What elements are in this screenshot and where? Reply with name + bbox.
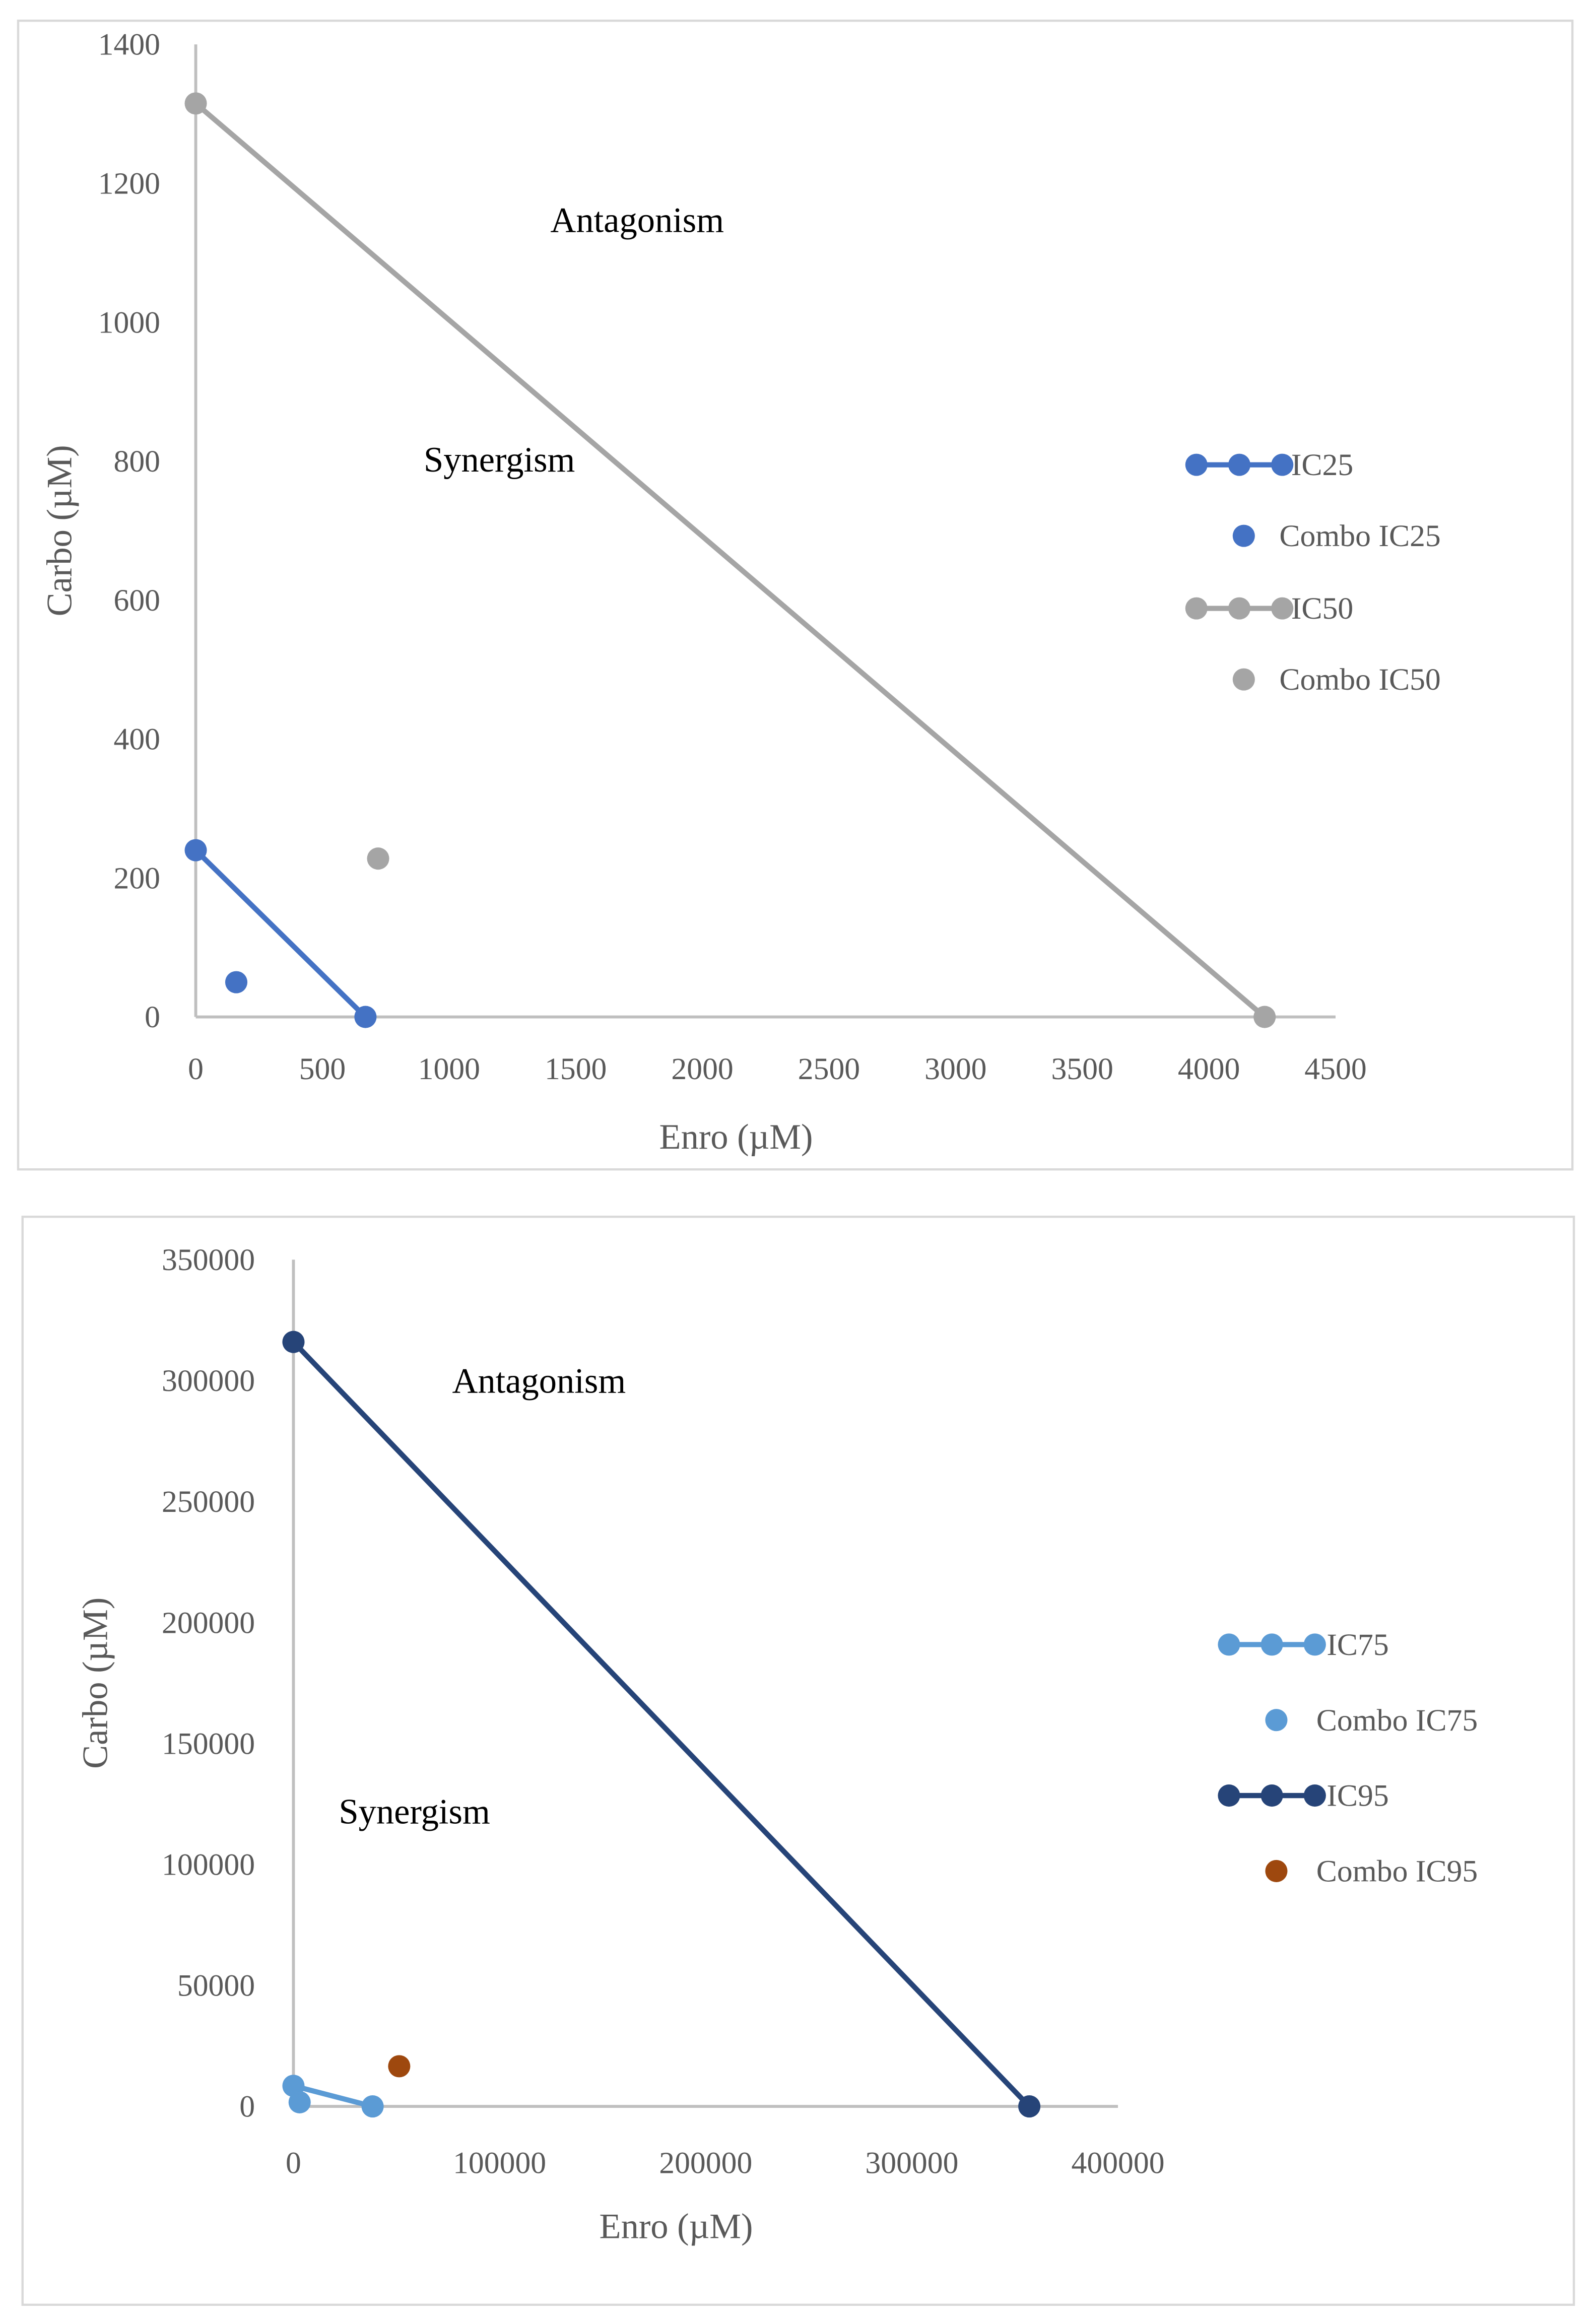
y-tick-label: 350000 [162,1243,255,1277]
legend-marker [1261,1633,1283,1656]
legend-entry: Combo IC50 [1232,662,1441,697]
legend-marker [1303,1784,1326,1807]
legend-label: Combo IC25 [1279,519,1440,553]
legend-marker [1261,1784,1283,1807]
y-tick-label: 250000 [162,1485,255,1519]
legend-marker [1228,453,1251,476]
legend-entry: Combo IC95 [1265,1854,1478,1888]
x-axis-title: Enro (µM) [659,1117,813,1157]
legend-marker [1271,597,1294,620]
data-point [288,2091,311,2113]
x-tick-label: 1500 [545,1052,607,1086]
y-tick-label: 0 [145,1000,160,1034]
x-tick-label: 3000 [924,1052,986,1086]
data-point [184,839,207,861]
chart-1: 0 500 1000 1500 2000 2500 3000 3500 4000 4500 0 200… [17,19,1574,1171]
data-point [388,2055,411,2078]
legend-marker [1218,1633,1240,1656]
legend-marker [1228,597,1251,620]
data-point [354,1006,377,1028]
x-tick-label: 3500 [1051,1052,1113,1086]
data-point [184,92,207,115]
legend-label: IC25 [1291,448,1353,482]
y-tick-label: 200 [114,861,161,895]
y-tick-label: 300000 [162,1364,255,1398]
y-tick-label: 50000 [177,1969,255,2003]
y-tick-label: 1400 [98,28,160,62]
data-point [282,1331,305,1353]
x-tick-label: 300000 [865,2146,958,2180]
series-combo-ic75 [288,2091,311,2113]
x-tick-label: 200000 [659,2146,752,2180]
data-point [225,971,248,993]
series-ic50 [184,92,1276,1028]
y-tick-label: 1000 [98,305,160,340]
x-tick-label: 400000 [1072,2146,1165,2180]
y-tick-label: 400 [114,722,161,757]
legend-marker [1185,597,1208,620]
data-point [367,847,389,870]
legend-marker [1265,1860,1288,1882]
legend-entry: Combo IC75 [1265,1703,1478,1738]
legend-marker [1271,453,1294,476]
x-axis-title: Enro (µM) [600,2207,753,2246]
x-tick-label: 100000 [453,2146,546,2180]
legend-label: IC50 [1291,591,1353,626]
legend-marker [1303,1633,1326,1656]
series-combo-ic25 [225,971,248,993]
chart-2: 0 100000 200000 300000 400000 0 50000 100000 150… [21,1216,1575,2306]
series-line [194,101,1267,1019]
data-point [1018,2095,1041,2118]
legend-entry: IC25 [1185,448,1353,482]
x-tick-label: 0 [286,2146,301,2180]
region-label-synergism: Synergism [424,440,575,480]
legend-marker [1185,453,1208,476]
legend-marker [1232,668,1255,691]
x-tick-label: 500 [299,1052,346,1086]
legend-marker [1232,524,1255,547]
legend-label: Combo IC50 [1279,662,1440,697]
y-tick-label: 100000 [162,1847,255,1882]
series-ic95 [282,1331,1041,2118]
series-line [193,848,368,1019]
data-point [1253,1006,1276,1028]
y-axis-title: Carbo (µM) [40,445,80,616]
legend-marker [1218,1784,1240,1807]
series-line [291,1340,1031,2108]
x-tick-label: 2000 [671,1052,733,1086]
chart-border [17,19,1574,1171]
y-tick-label: 600 [114,583,161,618]
data-point [361,2095,384,2118]
series-combo-ic95 [388,2055,411,2078]
x-tick-label: 1000 [418,1052,480,1086]
legend-entry: IC50 [1185,591,1353,626]
legend-entry: IC75 [1218,1628,1389,1662]
legend-label: IC95 [1326,1779,1388,1813]
legend-label: IC75 [1326,1628,1388,1662]
series-line [293,2083,373,2109]
y-tick-label: 800 [114,444,161,479]
region-label-synergism: Synergism [339,1792,490,1831]
y-tick-label: 0 [239,2090,255,2124]
series-ic25 [184,839,377,1028]
legend-marker [1265,1709,1288,1732]
y-tick-label: 200000 [162,1606,255,1640]
legend-entry: IC95 [1218,1779,1389,1813]
y-tick-label: 1200 [98,166,160,201]
legend-label: Combo IC95 [1316,1854,1478,1888]
x-tick-label: 2500 [798,1052,860,1086]
region-label-antagonism: Antagonism [550,201,724,240]
y-axis-title: Carbo (µM) [76,1598,115,1769]
region-label-antagonism: Antagonism [452,1362,626,1401]
legend-entry: Combo IC25 [1232,519,1441,553]
x-tick-label: 4000 [1178,1052,1240,1086]
x-tick-label: 4500 [1304,1052,1366,1086]
chart-border [21,1216,1575,2306]
legend-label: Combo IC75 [1316,1703,1478,1738]
series-combo-ic50 [367,847,389,870]
y-tick-label: 150000 [162,1727,255,1761]
x-tick-label: 0 [188,1052,204,1086]
